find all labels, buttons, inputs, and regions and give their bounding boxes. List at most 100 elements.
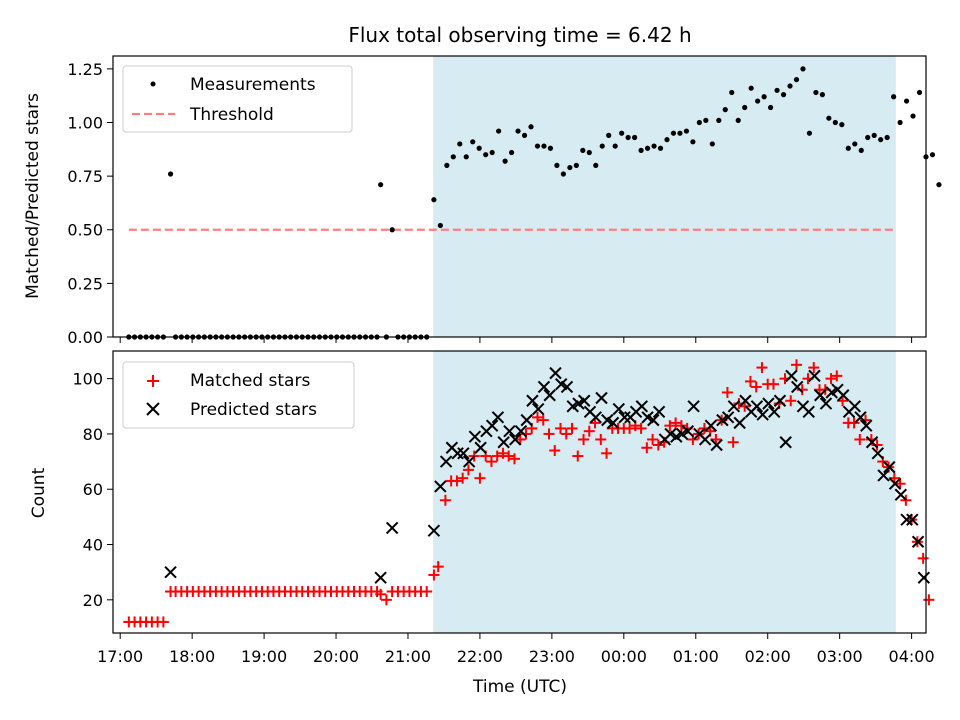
measurement-point xyxy=(593,162,599,168)
matched-star-point xyxy=(601,447,613,459)
observing-span-top xyxy=(433,56,896,337)
predicted-star-point xyxy=(434,480,447,493)
measurement-point xyxy=(389,227,395,233)
predicted-star-point xyxy=(888,477,902,490)
predicted-star-point xyxy=(906,513,919,526)
measurement-point xyxy=(878,137,884,143)
top-legend: Measurements Threshold xyxy=(122,65,353,133)
predicted-star-point xyxy=(871,447,885,460)
measurement-point xyxy=(716,117,722,123)
matched-star-point xyxy=(497,447,509,459)
matched-star-point xyxy=(537,414,549,426)
measurement-point xyxy=(476,145,482,151)
observing-span-bottom xyxy=(433,351,896,633)
measurement-point xyxy=(437,222,443,229)
predicted-star-point xyxy=(497,436,510,449)
measurement-point xyxy=(567,164,573,171)
measurement-point xyxy=(534,143,541,149)
predicted-star-point xyxy=(526,394,539,407)
matched-star-point xyxy=(917,552,929,564)
top-ytick-label: 0.50 xyxy=(67,221,103,240)
matched-star-point xyxy=(767,378,779,390)
predicted-star-point xyxy=(848,400,861,413)
matched-star-point xyxy=(491,450,503,462)
measurement-point xyxy=(483,152,489,158)
measurement-point xyxy=(774,87,780,93)
predicted-star-point xyxy=(767,405,781,419)
matched-star-point xyxy=(578,433,590,445)
measurement-point xyxy=(450,154,456,160)
xtick-label: 00:00 xyxy=(601,647,647,666)
predicted-star-point xyxy=(385,521,399,535)
bottom-legend: Matched stars Predicted stars xyxy=(122,361,355,429)
measurement-point xyxy=(560,171,566,177)
predicted-star-point xyxy=(652,405,666,419)
star-count-points xyxy=(123,359,935,628)
bottom-ytick-label: 80 xyxy=(83,425,103,444)
matched-star-point xyxy=(664,420,676,432)
measurement-point xyxy=(871,132,877,138)
bottom-ytick-label: 20 xyxy=(83,591,103,610)
bottom-ytick-label: 40 xyxy=(83,536,103,555)
matched-star-point xyxy=(652,439,664,451)
measurement-point xyxy=(884,134,890,141)
predicted-star-point xyxy=(635,400,649,413)
legend-matched-label: Matched stars xyxy=(190,371,310,391)
predicted-star-point xyxy=(647,413,660,427)
measurement-point xyxy=(826,115,832,121)
measurement-point xyxy=(431,197,437,203)
legend-measurements-label: Measurements xyxy=(190,75,316,95)
measurement-point xyxy=(496,128,502,134)
measurement-point xyxy=(378,182,384,188)
top-ytick-label: 0.00 xyxy=(67,328,103,347)
top-axes-frame xyxy=(112,55,927,338)
legend-measurements-marker xyxy=(150,81,156,87)
top-panel: 0.00 0.25 0.50 0.75 1.00 1.25 Matched/Predict… xyxy=(23,55,942,347)
measurement-point xyxy=(696,119,702,126)
measurement-point xyxy=(793,76,800,83)
measurement-point xyxy=(677,130,683,136)
predicted-star-point xyxy=(877,469,890,482)
predicted-star-point xyxy=(687,400,700,413)
predicted-star-point xyxy=(457,447,470,460)
matched-star-point xyxy=(727,436,739,448)
matched-star-point xyxy=(157,616,169,628)
bottom-yaxis-ticks: 20 40 60 80 100 xyxy=(72,370,113,610)
top-yaxis-ticks: 0.00 0.25 0.50 0.75 1.00 1.25 xyxy=(67,60,113,347)
predicted-star-point xyxy=(164,565,177,579)
matched-star-point xyxy=(831,370,843,382)
predicted-star-point xyxy=(750,400,764,413)
matched-star-point xyxy=(503,450,515,462)
legend-predicted-label: Predicted stars xyxy=(190,400,317,420)
top-legend-box xyxy=(122,65,353,133)
predicted-star-point xyxy=(578,394,591,407)
matched-star-point xyxy=(508,453,520,465)
xtick-label: 17:00 xyxy=(97,647,143,666)
predicted-star-point xyxy=(520,413,533,427)
matched-star-point xyxy=(543,428,555,440)
predicted-star-point xyxy=(468,430,482,443)
xtick-label: 18:00 xyxy=(169,647,215,666)
predicted-star-point xyxy=(900,513,913,526)
bottom-panel: 20 40 60 80 100 Count Matched stars Predicte… xyxy=(29,350,935,634)
matched-star-point xyxy=(848,417,860,429)
predicted-star-point xyxy=(791,380,804,394)
xtick-label: 19:00 xyxy=(241,647,287,666)
predicted-star-point xyxy=(560,380,574,394)
bottom-legend-box xyxy=(122,361,355,429)
predicted-star-point xyxy=(451,447,464,460)
measurement-point xyxy=(936,182,942,188)
measurement-point xyxy=(800,66,806,72)
measurement-point xyxy=(703,117,709,123)
measurement-point xyxy=(761,94,767,100)
measurement-point xyxy=(463,154,469,160)
xtick-label: 01:00 xyxy=(673,647,719,666)
matched-star-point xyxy=(451,475,463,487)
measurement-point xyxy=(813,89,819,96)
measurement-point xyxy=(865,134,871,141)
matched-star-point xyxy=(595,433,607,445)
matched-star-point xyxy=(635,422,647,434)
top-ylabel: Matched/Predicted stars xyxy=(23,93,43,299)
legend-threshold-label: Threshold xyxy=(189,105,274,125)
